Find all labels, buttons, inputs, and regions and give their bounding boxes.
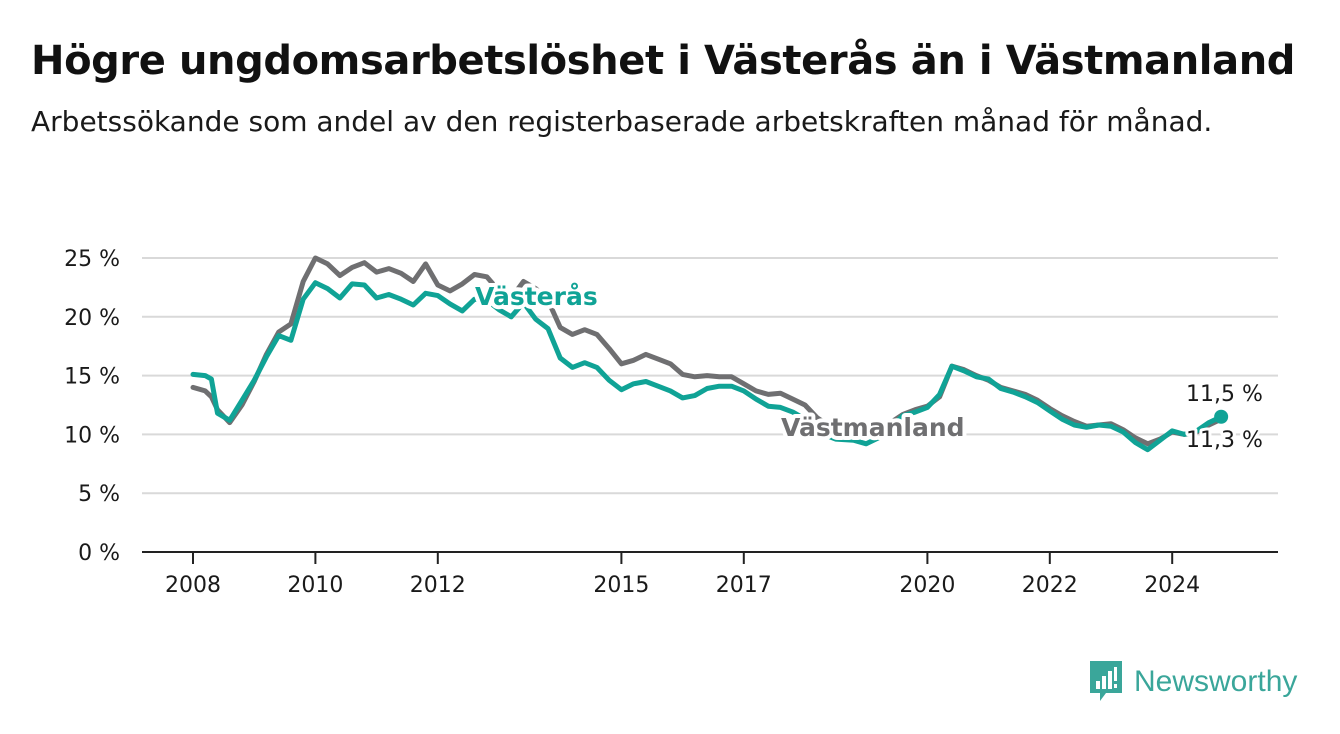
vastmanland-end-label: 11,3 %: [1186, 428, 1263, 453]
brand-name: Newsworthy: [1134, 665, 1298, 698]
brand-logo: Newsworthy: [1088, 659, 1297, 705]
x-tick-label: 2008: [165, 573, 221, 598]
y-tick-label: 25 %: [64, 247, 120, 272]
vasteras-end-point: [1214, 409, 1229, 424]
x-tick-label: 2015: [593, 573, 649, 598]
x-axis: 2008 2010 2012 2015 2017 2020 2022 2024: [142, 551, 1278, 598]
y-tick-labels: 0 % 5 % 10 % 15 % 20 % 25 %: [64, 247, 120, 566]
vasteras-series-label: Västerås: [475, 282, 598, 311]
x-tick-label: 2012: [410, 573, 466, 598]
vasteras-end-label: 11,5 %: [1186, 382, 1263, 407]
series-labels: Västerås Västmanland 11,5 % 11,3 %: [471, 278, 1266, 456]
y-tick-label: 20 %: [64, 306, 120, 331]
vastmanland-series-label: Västmanland: [781, 413, 965, 442]
y-tick-label: 0 %: [78, 541, 120, 566]
y-tick-label: 10 %: [64, 423, 120, 448]
newsworthy-logo-icon: [1090, 661, 1122, 701]
vasteras-line: [190, 280, 1224, 453]
chart-title: Högre ungdomsarbetslöshet i Västerås än …: [31, 38, 1296, 84]
x-tick-label: 2010: [287, 573, 343, 598]
x-tick-label: 2024: [1144, 573, 1200, 598]
series-lines: [190, 255, 1229, 453]
x-tick-label: 2020: [899, 573, 955, 598]
chart-subtitle: Arbetssökande som andel av den registerb…: [31, 105, 1213, 138]
y-tick-label: 5 %: [78, 482, 120, 507]
x-tick-label: 2017: [716, 573, 772, 598]
y-tick-label: 15 %: [64, 365, 120, 390]
x-tick-label: 2022: [1022, 573, 1078, 598]
